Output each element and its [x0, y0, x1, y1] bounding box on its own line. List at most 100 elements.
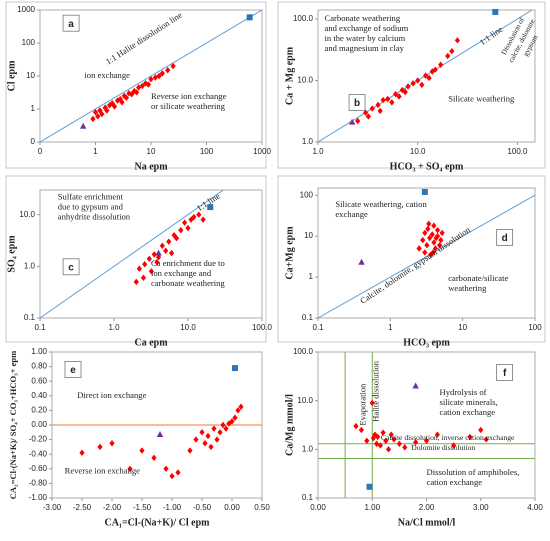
point — [423, 437, 430, 444]
y-tick-label: 0.20 — [31, 406, 47, 415]
y-tick-label: 0.00 — [31, 420, 47, 429]
panel-frame — [277, 175, 546, 343]
point — [451, 442, 457, 449]
point — [145, 81, 152, 88]
panel-frame — [5, 1, 267, 169]
point — [187, 447, 193, 454]
point — [220, 421, 226, 429]
annotation: cation exchange — [427, 477, 483, 487]
point — [385, 95, 391, 103]
point — [375, 433, 381, 441]
plot-area — [39, 189, 263, 319]
point — [232, 365, 238, 372]
point — [168, 249, 175, 257]
point — [422, 249, 428, 256]
y-tick-label: 0.1 — [302, 313, 314, 322]
panel-label: f — [503, 368, 507, 379]
x-tick-label: 3.00 — [473, 503, 489, 512]
panel: 0 1 10 100 1000 0 1 10 100 1000 Na epm Cl epm 1:1 Ha… — [5, 1, 271, 172]
point — [429, 68, 435, 75]
point — [373, 440, 380, 447]
x-tick-label: -3.00 — [43, 503, 62, 512]
annotation: Reverse ion exchange — [151, 91, 227, 101]
panel-label: b — [354, 98, 360, 109]
annotation: Carbonate weathering — [325, 13, 401, 23]
annotation: Calcite dissolution, inverse cation exch… — [381, 433, 515, 442]
point — [365, 113, 371, 120]
x-tick-label: 100.0 — [252, 323, 273, 332]
point — [389, 99, 395, 106]
y-tick-label: 1 — [31, 104, 36, 113]
point — [178, 227, 184, 234]
point — [402, 88, 408, 96]
point — [426, 220, 432, 228]
panel: 0.1 1 10 100 0.1 1 10 100 HCO₃ epm Ca+Mg epm Silic… — [277, 175, 546, 348]
point — [364, 437, 370, 444]
point — [163, 465, 169, 472]
panel: 0.00 1.00 2.00 3.00 4.00 0.1 1.0 10.0 100.0 Na/Cl… — [284, 347, 543, 528]
x-tick-label: 0.50 — [254, 503, 270, 512]
point — [431, 222, 437, 229]
panel-label-box — [64, 361, 82, 378]
one-to-one-line — [39, 189, 224, 319]
annotation: Reverse ion exchange — [65, 466, 141, 476]
point — [431, 239, 437, 246]
point — [182, 219, 188, 226]
point — [123, 94, 129, 101]
point — [133, 278, 139, 286]
y-tick-label: 1 — [309, 272, 314, 281]
point — [410, 80, 416, 87]
point — [154, 259, 160, 266]
point — [166, 238, 172, 245]
point — [163, 247, 169, 254]
panel-frame — [277, 1, 546, 169]
point — [79, 122, 87, 129]
point — [151, 454, 157, 462]
point — [140, 274, 147, 281]
x-tick-label: 2.00 — [419, 503, 435, 512]
panel-label: c — [68, 262, 74, 273]
point — [223, 425, 229, 432]
point — [156, 430, 164, 437]
point — [372, 431, 378, 438]
point — [155, 249, 162, 256]
point — [127, 465, 133, 472]
point — [377, 442, 383, 449]
x-tick-label: 1.0 — [108, 323, 120, 332]
y-tick-label: 0.40 — [31, 391, 47, 400]
x-axis-label: HCO₃ epm — [403, 337, 450, 348]
x-axis-label: Na epm — [134, 161, 168, 172]
panel: 0.1 1.0 10.0 100.0 0.1 1.0 10.0 Ca epm SO₄ epm Su… — [5, 175, 273, 348]
point — [229, 418, 235, 425]
y-tick-label: -0.60 — [29, 464, 48, 473]
y-tick-label: 1000 — [17, 5, 35, 14]
y-tick-label: 10 — [26, 71, 35, 80]
point — [380, 429, 386, 436]
y-tick-label: 10.0 — [19, 210, 35, 219]
point — [95, 113, 101, 120]
point — [429, 231, 435, 238]
annotation: in the water by calcium — [325, 33, 406, 43]
panel: 1.0 10.0 100.0 1.0 10.0 100.0 HCO₃ + SO₄ epm Ca… — [277, 1, 546, 172]
x-tick-label: -1.50 — [133, 503, 152, 512]
point — [136, 265, 142, 272]
y-tick-label: -0.80 — [29, 479, 48, 488]
y-tick-label: 100.0 — [293, 347, 314, 356]
annotation: ion exchange and — [151, 268, 212, 278]
point — [419, 81, 425, 89]
y-tick-label: 10.0 — [297, 76, 313, 85]
point — [148, 75, 154, 83]
y-tick-label: 10 — [304, 231, 313, 240]
point — [426, 74, 432, 82]
x-tick-label: 0.1 — [34, 323, 46, 332]
point — [246, 14, 253, 21]
point — [377, 107, 383, 115]
x-tick-label: -2.00 — [103, 503, 122, 512]
y-tick-label: 100 — [300, 190, 314, 199]
point — [119, 99, 125, 106]
point — [165, 66, 171, 74]
point — [159, 242, 165, 249]
annotation: or silicate weathering — [151, 101, 226, 111]
point — [412, 382, 419, 389]
point — [355, 117, 361, 125]
